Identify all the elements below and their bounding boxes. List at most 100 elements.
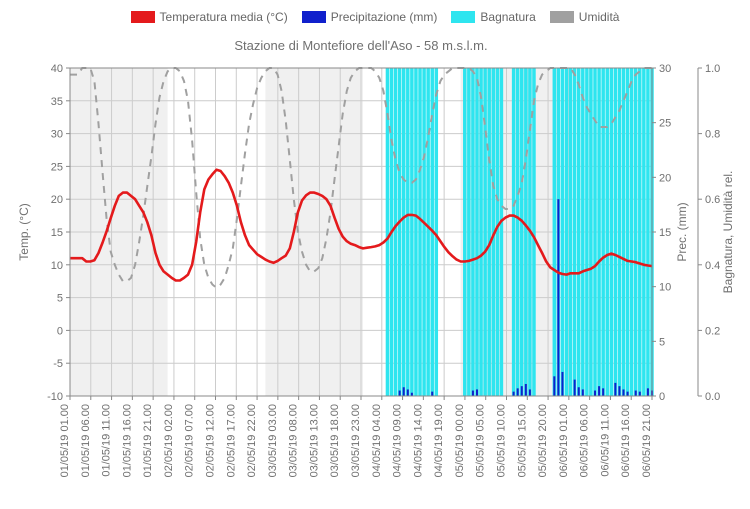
bagnatura-bar	[581, 68, 585, 396]
bagnatura-bar	[553, 68, 557, 396]
precip-bar	[407, 389, 409, 396]
y-right-inner-tick: 10	[659, 282, 671, 294]
bagnatura-bar	[520, 68, 524, 396]
y-right-outer-tick: 1.0	[705, 63, 720, 75]
x-tick-label: 01/05/19 01.00	[59, 404, 71, 477]
y-left-tick: -5	[53, 358, 63, 370]
x-tick-label: 01/05/19 11.00	[101, 404, 113, 477]
bagnatura-bar	[471, 68, 475, 396]
bagnatura-bar	[565, 68, 569, 396]
bagnatura-bar	[573, 68, 577, 396]
precip-bar	[627, 392, 629, 396]
bagnatura-bar	[626, 68, 630, 396]
y-right-inner-tick: 0	[659, 391, 665, 403]
y-left-tick: 5	[57, 293, 63, 305]
y-right-inner-tick: 30	[659, 63, 671, 75]
legend-label: Temperatura media (°C)	[160, 10, 288, 24]
bagnatura-bar	[569, 68, 573, 396]
x-tick-label: 06/05/19 21.00	[641, 404, 653, 477]
bagnatura-bar	[418, 68, 422, 396]
precip-bar	[403, 387, 405, 396]
bagnatura-bar	[589, 68, 593, 396]
y-left-tick: -10	[47, 391, 63, 403]
precip-bar	[602, 388, 604, 396]
bagnatura-bar	[524, 68, 528, 396]
y-left-tick: 10	[51, 260, 63, 272]
x-tick-label: 01/05/19 16.00	[121, 404, 133, 477]
bagnatura-bar	[402, 68, 406, 396]
x-tick-label: 06/05/19 06.00	[579, 404, 591, 477]
bagnatura-bar	[618, 68, 622, 396]
bagnatura-bar	[463, 68, 467, 396]
precip-bar	[517, 388, 519, 396]
y-left-label: Temp. (°C)	[17, 203, 31, 260]
y-left-tick: 15	[51, 227, 63, 239]
bagnatura-bar	[398, 68, 402, 396]
precip-bar	[476, 389, 478, 396]
x-tick-label: 05/05/19 15.00	[516, 404, 528, 477]
chart-root: { "title":"Stazione di Montefiore dell'A…	[0, 0, 750, 509]
y-left-tick: 25	[51, 161, 63, 173]
x-tick-label: 06/05/19 11.00	[599, 404, 611, 477]
x-tick-label: 02/05/19 17.00	[225, 404, 237, 477]
x-tick-label: 05/05/19 00.00	[454, 404, 466, 477]
bagnatura-bar	[410, 68, 414, 396]
bagnatura-bar	[605, 68, 609, 396]
bagnatura-bar	[516, 68, 520, 396]
precip-bar	[525, 384, 527, 396]
y-right-outer-tick: 0.6	[705, 194, 720, 206]
precip-bar	[513, 392, 515, 396]
bagnatura-bar	[394, 68, 398, 396]
bagnatura-bar	[585, 68, 589, 396]
legend-swatch	[451, 11, 475, 23]
bagnatura-bar	[483, 68, 487, 396]
bagnatura-bar	[577, 68, 581, 396]
precip-bar	[557, 199, 559, 396]
x-tick-label: 05/05/19 20.00	[537, 404, 549, 477]
precip-bar	[472, 391, 474, 396]
precip-bar	[561, 372, 563, 396]
legend-swatch	[302, 11, 326, 23]
x-tick-label: 05/05/19 05.00	[475, 404, 487, 477]
precip-bar	[647, 388, 649, 396]
x-tick-label: 06/05/19 16.00	[620, 404, 632, 477]
x-tick-label: 02/05/19 02.00	[163, 404, 175, 477]
x-tick-label: 03/05/19 13.00	[308, 404, 320, 477]
x-tick-label: 02/05/19 22.00	[246, 404, 258, 477]
precip-bar	[431, 392, 433, 396]
bagnatura-bar	[622, 68, 626, 396]
x-tick-label: 03/05/19 03.00	[267, 404, 279, 477]
precip-bar	[635, 391, 637, 396]
bagnatura-bar	[532, 68, 536, 396]
bagnatura-bar	[638, 68, 642, 396]
precip-bar	[614, 383, 616, 396]
y-left-tick: 40	[51, 63, 63, 75]
bagnatura-bar	[487, 68, 491, 396]
bagnatura-bar	[642, 68, 646, 396]
legend-swatch	[550, 11, 574, 23]
precip-bar	[582, 389, 584, 396]
legend-item-precipitation: Precipitazione (mm)	[302, 10, 438, 24]
bagnatura-bar	[422, 68, 426, 396]
precip-bar	[553, 376, 555, 396]
legend-swatch	[131, 11, 155, 23]
y-right-inner-tick: 20	[659, 172, 671, 184]
bagnatura-bar	[406, 68, 410, 396]
y-right-outer-tick: 0.4	[705, 260, 720, 272]
bagnatura-bar	[467, 68, 471, 396]
y-left-tick: 35	[51, 96, 63, 108]
bagnatura-bar	[601, 68, 605, 396]
chart-svg: Stazione di Montefiore dell'Aso - 58 m.s…	[0, 24, 750, 499]
bagnatura-bar	[414, 68, 418, 396]
y-right-outer-tick: 0.0	[705, 391, 720, 403]
y-right-inner-tick: 5	[659, 336, 665, 348]
legend-item-bagnatura: Bagnatura	[451, 10, 535, 24]
x-tick-label: 04/05/19 14.00	[412, 404, 424, 477]
precip-bar	[623, 389, 625, 396]
legend-label: Bagnatura	[480, 10, 535, 24]
precip-bar	[639, 392, 641, 396]
y-left-tick: 30	[51, 129, 63, 141]
x-tick-label: 02/05/19 07.00	[184, 404, 196, 477]
x-tick-label: 01/05/19 21.00	[142, 404, 154, 477]
x-tick-label: 04/05/19 09.00	[392, 404, 404, 477]
